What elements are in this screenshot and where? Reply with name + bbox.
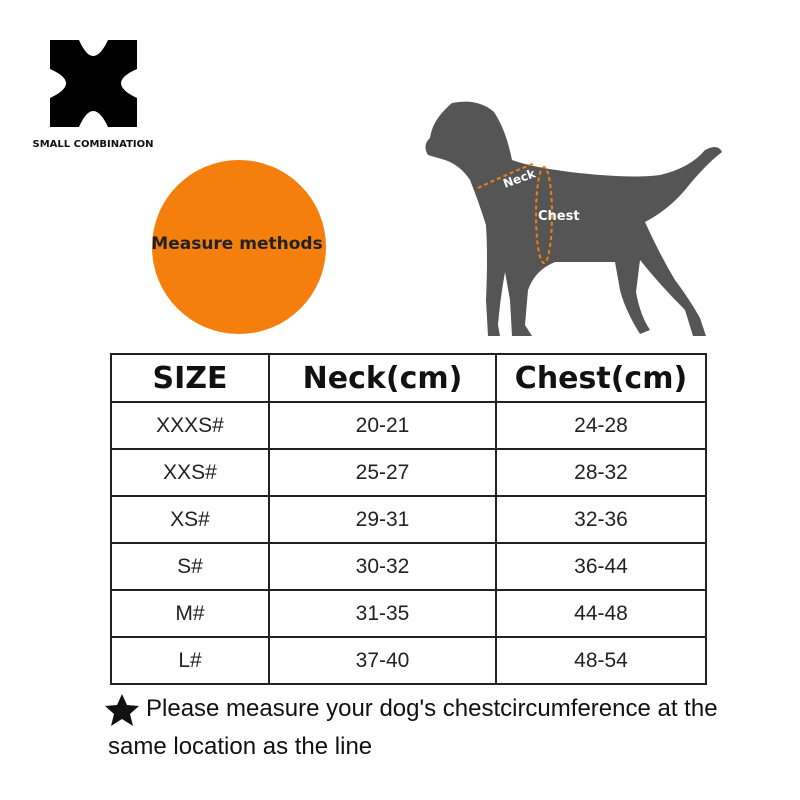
star-icon bbox=[105, 694, 139, 726]
table-row: L# 37-40 48-54 bbox=[110, 636, 707, 685]
chest-line bbox=[535, 166, 553, 264]
table-cell: XXXS# bbox=[110, 401, 270, 450]
table-cell: S# bbox=[110, 542, 270, 591]
table-row: XS# 29-31 32-36 bbox=[110, 495, 707, 544]
badge-text: Measure methods bbox=[151, 234, 322, 254]
dog-silhouette bbox=[425, 101, 722, 337]
table-cell: 25-27 bbox=[268, 448, 497, 497]
table-body: XXXS# 20-21 24-28 XXS# 25-27 28-32 XS# 29-31 32-… bbox=[110, 401, 707, 685]
table-row: XXXS# 20-21 24-28 bbox=[110, 401, 707, 450]
table-row: M# 31-35 44-48 bbox=[110, 589, 707, 638]
table-cell: 36-44 bbox=[495, 542, 707, 591]
badge-circle bbox=[152, 160, 326, 334]
size-table: SIZE Neck(cm) Chest(cm) XXXS# 20-21 24-28 X… bbox=[110, 353, 707, 685]
table-cell: XXS# bbox=[110, 448, 270, 497]
chest-label: Chest bbox=[538, 209, 580, 224]
table-cell: 24-28 bbox=[495, 401, 707, 450]
table-row: S# 30-32 36-44 bbox=[110, 542, 707, 591]
header-cell: Chest(cm) bbox=[495, 353, 707, 403]
header-cell: SIZE bbox=[110, 353, 270, 403]
logo bbox=[50, 40, 137, 127]
table-cell: 29-31 bbox=[268, 495, 497, 544]
table-row: XXS# 25-27 28-32 bbox=[110, 448, 707, 497]
table-cell: 30-32 bbox=[268, 542, 497, 591]
neck-line bbox=[477, 162, 536, 189]
table-cell: 31-35 bbox=[268, 589, 497, 638]
header-cell: Neck(cm) bbox=[268, 353, 497, 403]
table-cell: M# bbox=[110, 589, 270, 638]
note: Please measure your dog's chestcircumfer… bbox=[108, 695, 718, 760]
table-cell: L# bbox=[110, 636, 270, 685]
table-cell: 20-21 bbox=[268, 401, 497, 450]
table-cell: 44-48 bbox=[495, 589, 707, 638]
brand: SMALL COMBINATION bbox=[33, 139, 154, 150]
table-cell: 32-36 bbox=[495, 495, 707, 544]
table-cell: 48-54 bbox=[495, 636, 707, 685]
table-cell: 28-32 bbox=[495, 448, 707, 497]
table-cell: 37-40 bbox=[268, 636, 497, 685]
table-cell: XS# bbox=[110, 495, 270, 544]
